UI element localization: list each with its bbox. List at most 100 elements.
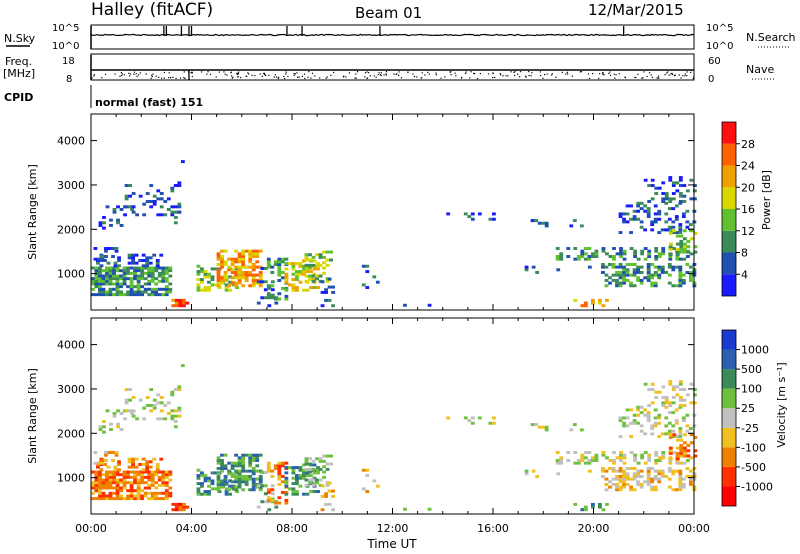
power-cell-525	[280, 260, 285, 264]
velocity-cell-751	[601, 469, 605, 473]
nave-dot-193	[551, 73, 553, 75]
velocity-cell-475	[258, 474, 263, 478]
velocity-cell-276	[152, 404, 157, 407]
velocity-cell-968	[678, 382, 683, 386]
nave-dot-239	[133, 73, 135, 75]
power-cell-735	[668, 255, 673, 258]
velocity-cell-597	[308, 481, 312, 485]
velocity-cell-604	[311, 478, 316, 482]
velocity-cell-75	[119, 481, 123, 485]
power-cell-624	[325, 250, 330, 254]
velocity-cell-903	[657, 435, 662, 439]
power-cell-856	[688, 276, 693, 280]
velocity-cell-817	[650, 480, 655, 484]
power-cell-118	[136, 269, 141, 273]
nave-dot-199	[514, 71, 516, 73]
power-cell-875	[629, 231, 633, 235]
power-cell-370	[216, 276, 221, 280]
velocity-ylabel: Slant Range [km]	[26, 368, 39, 464]
power-cell-761	[611, 273, 616, 277]
nave-dot-160	[561, 71, 563, 73]
power-heatmap-cells	[91, 160, 698, 308]
power-cell-315	[173, 184, 178, 188]
nave-dot-2	[236, 73, 238, 75]
velocity-cell-504	[266, 461, 271, 465]
power-cell-951	[664, 197, 669, 201]
velocity-cell-508	[270, 469, 275, 473]
power-ylabel: Slant Range [km]	[26, 164, 39, 260]
velocity-cell-133	[143, 470, 148, 474]
velocity-cell-637	[331, 494, 336, 498]
power-cell-432	[241, 257, 246, 261]
velocity-cell-454	[251, 480, 256, 484]
power-cell-940	[647, 184, 652, 188]
velocity-cell-855	[688, 482, 693, 486]
colorbar-swatch-7	[722, 349, 736, 370]
velocity-cell-263	[131, 414, 136, 418]
velocity-cell-139	[147, 475, 152, 479]
power-cell-823	[653, 270, 658, 274]
nave-dot-255	[513, 71, 515, 73]
nave-dot-152	[236, 72, 238, 75]
nave-dot-201	[455, 75, 457, 77]
power-cell-731	[661, 252, 666, 256]
velocity-cell-688	[583, 456, 588, 460]
power-cell-825	[657, 276, 662, 280]
power-cell-161	[157, 274, 162, 278]
power-cell-313	[173, 221, 178, 225]
velocity-cell-355	[224, 487, 229, 491]
power-cell-694	[590, 252, 595, 256]
velocity-cell-157	[154, 470, 159, 474]
power-cell-904	[657, 217, 662, 221]
velocity-cell-53	[112, 497, 116, 501]
power-cell-944	[654, 192, 659, 196]
power-cell-571	[305, 270, 310, 274]
power-cell-232	[107, 247, 112, 250]
velocity-cell-786	[625, 474, 630, 478]
power-cell-854	[685, 262, 690, 266]
velocity-cell-612	[318, 467, 323, 471]
power-cell-183	[168, 282, 173, 286]
nsky-label: N.Sky	[4, 32, 36, 45]
velocity-cell-31	[101, 481, 106, 485]
power-cell-55	[112, 282, 116, 286]
power-cell-1018	[598, 298, 602, 302]
velocity-cell-586	[312, 463, 317, 467]
power-cell-281	[159, 213, 164, 217]
velocity-cell-121	[140, 494, 145, 498]
power-cell-309	[181, 304, 186, 308]
power-cell-584	[312, 267, 317, 271]
velocity-cell-77	[119, 473, 123, 477]
power-cell-946	[657, 186, 662, 190]
power-cell-665	[579, 224, 584, 228]
power-cell-376	[216, 255, 221, 258]
power-cell-307	[178, 301, 183, 305]
velocity-cell-725	[654, 461, 659, 465]
power-cell-431	[241, 260, 246, 264]
velocity-cell-495	[274, 505, 279, 509]
nave-dot-194	[440, 77, 442, 79]
colorbar-swatch-4	[722, 187, 736, 209]
power-cell-586	[312, 259, 317, 263]
colorbar-swatch-3	[722, 209, 736, 231]
power-cell-35	[105, 290, 109, 294]
power-cell-67	[115, 277, 120, 281]
power-cell-257	[124, 197, 129, 201]
velocity-cell-23	[98, 475, 102, 479]
velocity-cell-333	[203, 479, 208, 483]
velocity-cell-473	[258, 480, 263, 484]
velocity-cell-143	[150, 494, 155, 498]
power-cell-791	[629, 273, 633, 277]
power-cell-427	[241, 273, 246, 277]
velocity-cell-40	[105, 475, 109, 479]
nave-dot-252	[598, 73, 601, 75]
nave-dot-177	[650, 74, 652, 76]
power-cell-214	[145, 261, 150, 265]
velocity-cell-734	[668, 461, 673, 465]
velocity-cell-754	[604, 482, 609, 486]
nave-dot-214	[135, 73, 137, 75]
power-cell-818	[650, 273, 655, 277]
velocity-cell-556	[295, 474, 299, 478]
velocity-cell-160	[157, 483, 162, 487]
power-cell-218	[148, 256, 153, 260]
